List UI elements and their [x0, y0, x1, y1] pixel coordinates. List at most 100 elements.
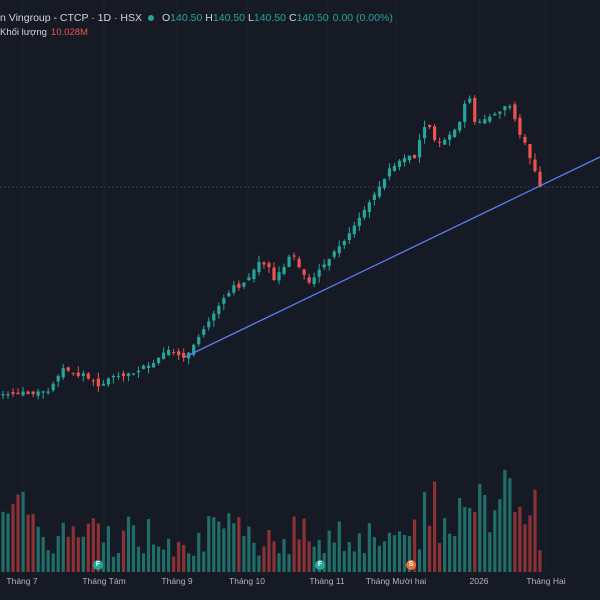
candle-body	[86, 373, 90, 379]
candle-body	[337, 246, 341, 254]
volume-bar	[488, 532, 492, 572]
volume-bar	[262, 546, 266, 572]
volume-bar	[397, 531, 402, 572]
volume-bar	[392, 535, 397, 572]
volume-bar	[342, 551, 346, 572]
volume-bar	[172, 556, 176, 572]
candle-body	[493, 114, 497, 116]
candle-body	[41, 391, 45, 393]
candle-body	[392, 165, 397, 171]
candle-body	[161, 352, 166, 359]
candle-body	[417, 140, 422, 158]
candle-body	[141, 365, 146, 370]
candle-body	[101, 383, 105, 386]
candle-body	[212, 313, 216, 321]
candle-body	[382, 178, 387, 188]
candle-body	[257, 261, 261, 273]
volume-bar	[453, 535, 457, 572]
volume-value: 10.028M	[50, 27, 88, 38]
candle-body	[438, 141, 442, 143]
candle-body	[121, 373, 126, 376]
financial-event-badge[interactable]: F	[315, 560, 325, 570]
volume-bar	[508, 478, 512, 572]
candle-body	[443, 140, 447, 145]
candle-body	[136, 370, 141, 373]
volume-bar	[272, 541, 276, 572]
candle-body	[473, 97, 477, 122]
candle-body	[11, 392, 15, 395]
volume-bar	[212, 517, 216, 572]
split-event-badge[interactable]: S	[406, 560, 416, 570]
candle-body	[197, 337, 201, 345]
candle-body	[448, 134, 452, 140]
volume-bar	[478, 483, 482, 572]
candle-body	[207, 321, 211, 328]
volume-bar	[167, 538, 171, 572]
candle-body	[342, 241, 346, 246]
candle-body	[247, 277, 251, 281]
candle-body	[36, 391, 40, 396]
volume-bar	[297, 539, 301, 572]
candle-body	[1, 394, 5, 396]
candle-body	[307, 277, 311, 283]
candle-body	[528, 143, 532, 159]
volume-bar	[468, 507, 472, 572]
candle-body	[51, 383, 55, 391]
volume-bar	[367, 523, 371, 572]
volume-bar	[493, 510, 497, 572]
volume-bar	[483, 494, 487, 572]
candle-body	[287, 256, 291, 267]
volume-bar	[287, 554, 291, 572]
volume-label: Khối lượng	[0, 27, 47, 38]
volume-bar	[116, 552, 121, 572]
volume-bar	[131, 525, 136, 572]
open-label: O	[162, 12, 171, 24]
volume-bar	[463, 507, 467, 572]
volume-bar	[407, 536, 412, 572]
volume-bar	[438, 542, 442, 572]
high-value: 140.50	[212, 12, 246, 24]
candle-body	[96, 378, 100, 387]
candle-body	[387, 168, 392, 177]
volume-bar	[528, 515, 532, 572]
high-label: H	[205, 12, 213, 24]
volume-bar	[151, 544, 156, 572]
candle-body	[533, 159, 537, 172]
candle-body	[262, 262, 266, 265]
volume-bar	[523, 524, 527, 572]
volume-bar	[513, 512, 517, 572]
volume-bar	[332, 542, 336, 572]
candle-body	[518, 117, 522, 135]
candle-body	[21, 391, 25, 396]
candle-body	[182, 352, 186, 358]
volume-bar	[247, 526, 251, 572]
volume-bar	[302, 518, 306, 572]
candle-body	[222, 298, 226, 304]
volume-bar	[257, 555, 261, 572]
candle-body	[237, 283, 241, 288]
candle-body	[91, 380, 95, 382]
volume-bar	[11, 504, 15, 572]
volume-bar	[237, 517, 241, 572]
candle-body	[46, 391, 50, 393]
candle-body	[111, 375, 116, 378]
candle-body	[412, 154, 417, 159]
candle-body	[538, 171, 542, 187]
candle-body	[367, 202, 371, 212]
candle-body	[172, 352, 176, 354]
volume-bar	[503, 469, 507, 572]
candle-body	[503, 106, 507, 111]
volume-bar	[252, 542, 256, 572]
volume-bar	[91, 518, 95, 572]
volume-bar	[46, 550, 50, 572]
volume-bar	[202, 551, 206, 572]
volume-bar	[81, 536, 85, 572]
volume-bar	[448, 533, 452, 572]
candle-body	[407, 155, 412, 161]
volume-bar	[217, 521, 221, 572]
volume-bar	[337, 521, 341, 572]
financial-event-badge[interactable]: F	[93, 560, 103, 570]
volume-bar	[136, 546, 141, 572]
